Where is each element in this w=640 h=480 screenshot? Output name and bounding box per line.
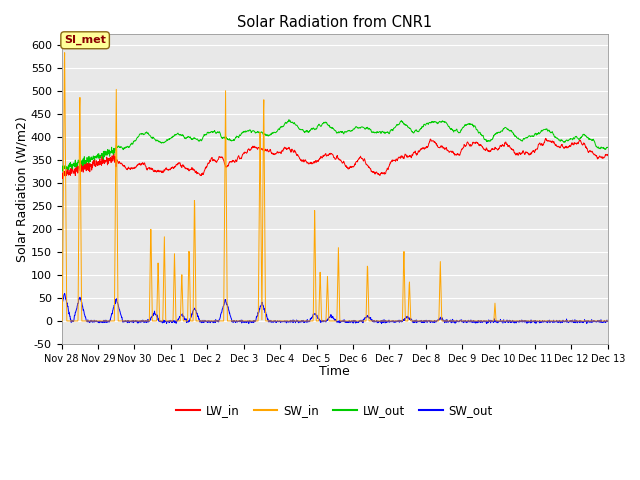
Text: SI_met: SI_met [64, 35, 106, 46]
Title: Solar Radiation from CNR1: Solar Radiation from CNR1 [237, 15, 432, 30]
Legend: LW_in, SW_in, LW_out, SW_out: LW_in, SW_in, LW_out, SW_out [172, 399, 498, 422]
Y-axis label: Solar Radiation (W/m2): Solar Radiation (W/m2) [15, 116, 28, 262]
X-axis label: Time: Time [319, 365, 350, 378]
